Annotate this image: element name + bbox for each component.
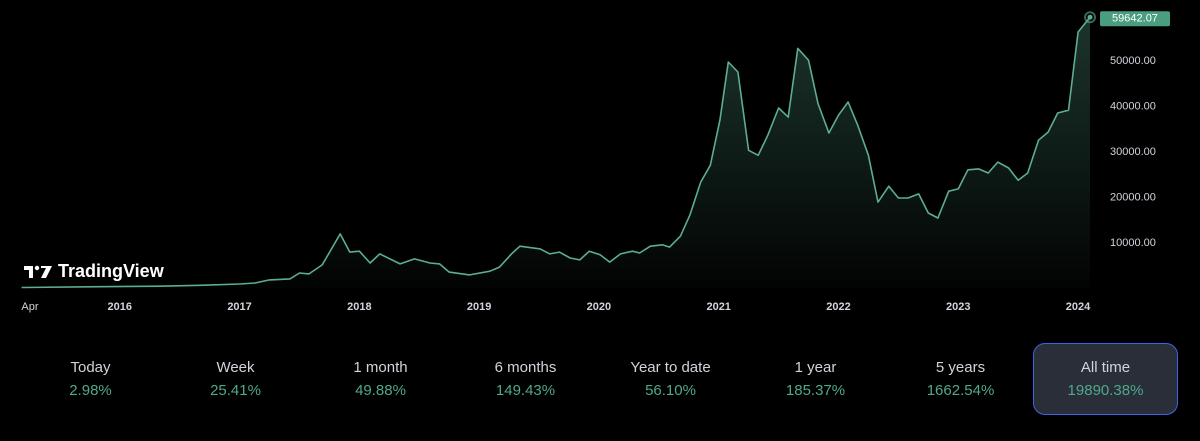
period-button[interactable]: 5 years 1662.54% <box>888 343 1033 415</box>
logo-mark <box>41 266 52 278</box>
period-button[interactable]: Today 2.98% <box>18 343 163 415</box>
period-change: 149.43% <box>495 382 556 399</box>
period-label: 1 month <box>353 359 408 376</box>
logo: TradingView <box>24 261 165 281</box>
period-selector: Today 2.98% Week 25.41% 1 month 49.88% 6 month… <box>18 343 1178 415</box>
x-tick-label: 2020 <box>587 301 611 313</box>
chart: TradingView 10000.00 20000.00 30000.00 4000… <box>21 11 1170 313</box>
period-change: 49.88% <box>355 382 406 399</box>
x-tick-label: 2022 <box>826 301 850 313</box>
period-button[interactable]: Week 25.41% <box>163 343 308 415</box>
period-label: Week <box>216 359 255 376</box>
y-tick-label: 40000.00 <box>1110 101 1156 113</box>
period-label: 1 year <box>794 359 837 376</box>
x-tick-label: 2023 <box>946 301 970 313</box>
period-button[interactable]: 6 months 149.43% <box>453 343 598 415</box>
last-point-ring <box>1084 11 1097 24</box>
period-button[interactable]: 1 month 49.88% <box>308 343 453 415</box>
logo-mark <box>24 266 33 278</box>
last-point <box>1087 14 1093 20</box>
period-button[interactable]: All time 19890.38% <box>1033 343 1178 415</box>
period-label: Year to date <box>630 359 711 376</box>
x-tick-label: 2016 <box>108 301 132 313</box>
period-label: All time <box>1080 359 1131 376</box>
period-label: Today <box>70 359 111 376</box>
brand: TradingView <box>58 261 165 281</box>
logo-dot <box>34 265 40 271</box>
x-tick-label: 2018 <box>347 301 371 313</box>
area <box>21 17 1091 289</box>
x-tick-label: Apr <box>21 301 38 313</box>
y-tick-label: 20000.00 <box>1110 191 1156 203</box>
period-change: 25.41% <box>210 382 261 399</box>
x-tick-label: 2024 <box>1066 301 1091 313</box>
period-label: 6 months <box>494 359 557 376</box>
period-change: 56.10% <box>645 382 696 399</box>
line <box>21 16 1091 289</box>
y-tick-label: 30000.00 <box>1110 146 1156 158</box>
period-change: 1662.54% <box>926 382 995 399</box>
period-button[interactable]: 1 year 185.37% <box>743 343 888 415</box>
y-tick-label: 10000.00 <box>1110 237 1156 249</box>
x-tick-label: 2017 <box>227 301 251 313</box>
period-change: 2.98% <box>69 382 112 399</box>
x-tick-label: 2021 <box>706 301 730 313</box>
period-change: 185.37% <box>785 382 846 399</box>
price-tag-label: 59642.07 <box>1112 13 1158 25</box>
period-change: 19890.38% <box>1067 382 1144 399</box>
period-label: 5 years <box>935 359 986 376</box>
period-button[interactable]: Year to date 56.10% <box>598 343 743 415</box>
price-tag <box>1100 11 1170 27</box>
x-tick-label: 2019 <box>467 301 491 313</box>
y-tick-label: 50000.00 <box>1110 55 1156 67</box>
